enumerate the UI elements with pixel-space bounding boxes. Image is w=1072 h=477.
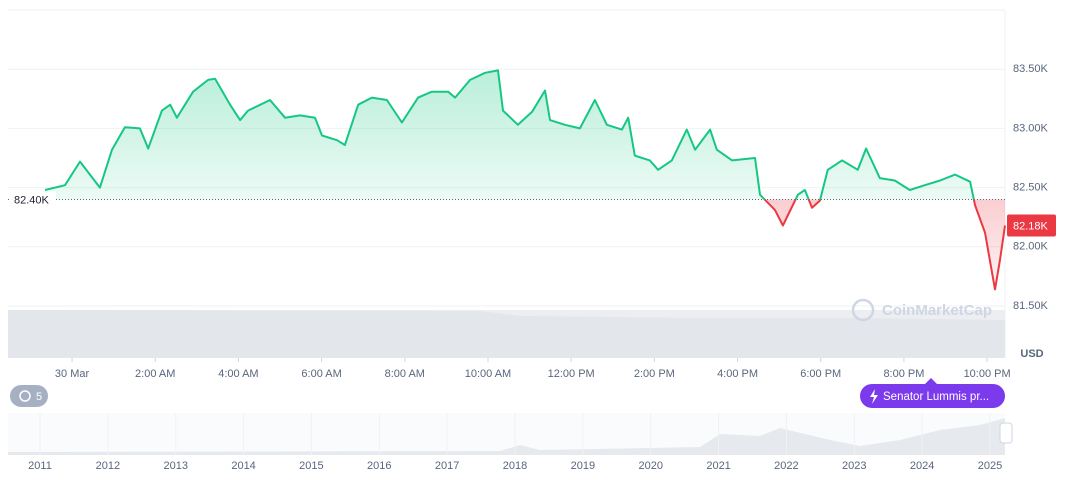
- navigator-year: 2013: [163, 460, 187, 472]
- navigator-year: 2024: [910, 460, 934, 472]
- navigator-year: 2025: [978, 460, 1002, 472]
- news-annotation[interactable]: [860, 384, 1005, 408]
- current-price-tag: [1007, 214, 1056, 237]
- currency-label: USD: [1020, 348, 1043, 360]
- navigator-year: 2011: [28, 460, 52, 472]
- navigator-year: 2020: [638, 460, 662, 472]
- watermark-text: CoinMarketCap: [882, 302, 992, 319]
- y-tick-label: 81.50K: [1013, 300, 1049, 312]
- x-tick-label: 6:00 AM: [301, 368, 341, 380]
- x-tick-label: 4:00 AM: [218, 368, 258, 380]
- badge-icon: [19, 390, 31, 402]
- x-tick-label: 10:00 AM: [465, 368, 511, 380]
- events-badge[interactable]: [10, 385, 48, 407]
- badge-count: 5: [36, 391, 42, 403]
- navigator-year: 2023: [842, 460, 866, 472]
- y-tick-label: 83.00K: [1013, 122, 1049, 134]
- y-tick-label: 82.00K: [1013, 241, 1049, 253]
- x-tick-label: 4:00 PM: [717, 368, 758, 380]
- navigator-year: 2019: [571, 460, 595, 472]
- navigator-year: 2021: [706, 460, 730, 472]
- x-tick-label: 30 Mar: [55, 368, 90, 380]
- navigator-area: [8, 418, 1005, 455]
- reference-label: 82.40K: [14, 194, 50, 206]
- annotation-pointer: [925, 378, 937, 384]
- navigator-year: 2022: [774, 460, 798, 472]
- x-tick-label: 2:00 PM: [634, 368, 675, 380]
- price-area: [45, 70, 1005, 290]
- navigator-year: 2014: [231, 460, 255, 472]
- x-tick-label: 8:00 AM: [385, 368, 425, 380]
- navigator-handle[interactable]: [999, 422, 1013, 444]
- annotation-text: Senator Lummis pr...: [883, 391, 989, 403]
- x-tick-label: 8:00 PM: [883, 368, 924, 380]
- price-line: [44, 69, 1006, 291]
- volume-area: [8, 310, 1005, 358]
- x-tick-label: 12:00 PM: [548, 368, 595, 380]
- y-tick-label: 83.50K: [1013, 63, 1049, 75]
- annotation-icon: [870, 389, 878, 404]
- navigator-year: 2015: [299, 460, 323, 472]
- navigator-year: 2018: [503, 460, 527, 472]
- reference-label-bg: [10, 191, 56, 208]
- navigator-year: 2017: [435, 460, 459, 472]
- current-price-label: 82.18K: [1013, 220, 1049, 232]
- navigator-year: 2012: [96, 460, 120, 472]
- x-tick-label: 6:00 PM: [800, 368, 841, 380]
- x-tick-label: 10:00 PM: [964, 368, 1011, 380]
- navigator-year: 2016: [367, 460, 391, 472]
- x-tick-label: 2:00 AM: [135, 368, 175, 380]
- watermark: CoinMarketCap: [851, 298, 992, 322]
- watermark-logo: [851, 298, 875, 322]
- y-tick-label: 82.50K: [1013, 182, 1049, 194]
